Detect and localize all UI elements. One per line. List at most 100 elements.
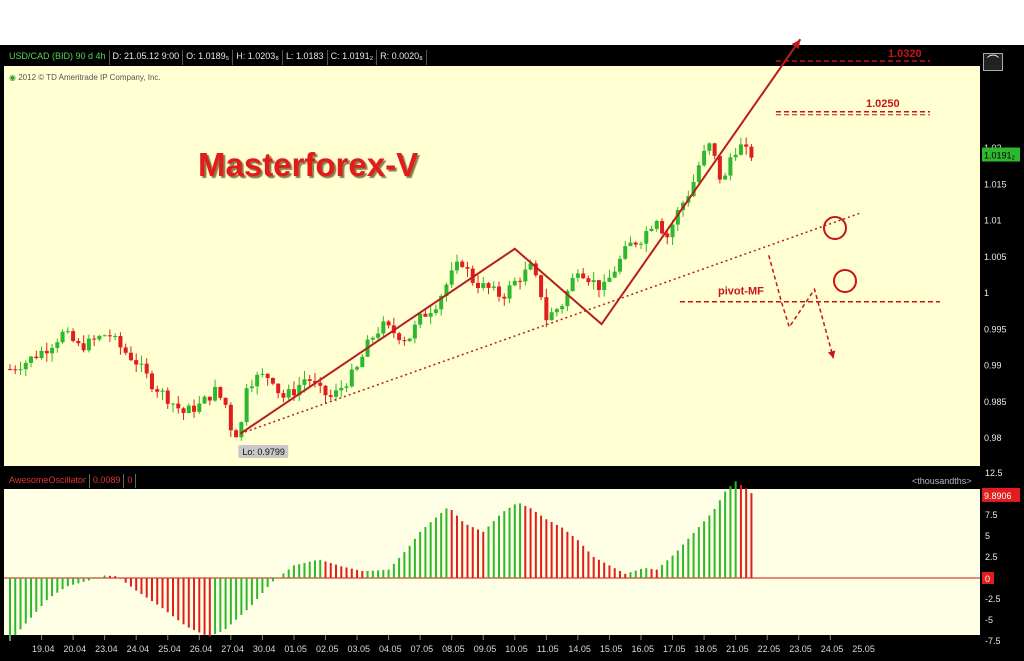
candle-body — [307, 379, 312, 381]
candle-body — [312, 380, 317, 383]
last-price-label: 1.0191₂ — [984, 151, 1016, 161]
candle-body — [260, 373, 265, 375]
candle-body — [381, 321, 386, 334]
candle-body — [654, 221, 659, 229]
candle-body — [523, 269, 528, 282]
candle-body — [249, 386, 254, 389]
candle-body — [360, 356, 365, 368]
candle-body — [334, 390, 339, 397]
candle-body — [34, 356, 39, 359]
candle-body — [149, 373, 154, 390]
candle-body — [675, 210, 680, 225]
x-tick-label: 02.05 — [316, 644, 339, 654]
candle-body — [386, 321, 391, 326]
candle-body — [428, 313, 433, 317]
candle-body — [376, 333, 381, 338]
forecast-arrowhead — [827, 350, 836, 359]
osc-tick-label: -5 — [985, 615, 993, 625]
osc-tick-label: 7.5 — [985, 510, 998, 520]
candle-body — [481, 283, 486, 289]
candle-body — [60, 331, 65, 343]
candle-body — [339, 387, 344, 391]
candle-body — [318, 382, 323, 386]
candle-body — [554, 309, 559, 313]
x-tick-label: 25.04 — [158, 644, 181, 654]
candle-body — [749, 146, 754, 158]
candle-body — [412, 324, 417, 339]
price-tick-label: 0.995 — [984, 324, 1007, 334]
x-tick-label: 04.05 — [379, 644, 402, 654]
oscillator-value: 0.0089 — [90, 474, 125, 488]
osc-last-value: 9.8906 — [984, 491, 1012, 501]
candle-body — [197, 403, 202, 412]
candle-body — [728, 157, 733, 176]
candle-body — [444, 284, 449, 297]
x-tick-label: 30.04 — [253, 644, 276, 654]
x-tick-label: 08.05 — [442, 644, 465, 654]
price-tick-label: 0.985 — [984, 397, 1007, 407]
osc-tick-label: -2.5 — [985, 594, 1001, 604]
osc-tick-label: 5 — [985, 531, 990, 541]
candle-body — [297, 384, 302, 396]
candle-body — [39, 350, 44, 359]
candle-body — [475, 282, 480, 289]
candle-body — [165, 390, 170, 404]
candle-body — [449, 270, 454, 285]
candle-body — [717, 155, 722, 180]
chart-header: USD/CAD (BID) 90 d 4h D: 21.05.12 9:00 O… — [6, 50, 427, 65]
bar-range: R: 0.0020₈ — [377, 50, 427, 65]
candle-body — [502, 296, 507, 299]
candle-body — [328, 395, 333, 397]
target-label-2: 1.0250 — [866, 98, 900, 110]
candle-body — [255, 374, 260, 387]
candle-body — [44, 350, 49, 354]
bar-high: H: 1.0203₈ — [233, 50, 284, 65]
x-tick-label: 24.05 — [821, 644, 844, 654]
candle-body — [549, 312, 554, 321]
drawing-tool-icon[interactable]: ⌒ — [983, 53, 1003, 71]
candle-body — [454, 261, 459, 271]
candle-body — [575, 273, 580, 278]
x-tick-label: 17.05 — [663, 644, 686, 654]
candle-body — [696, 165, 701, 182]
candle-body — [192, 405, 197, 412]
price-panel[interactable] — [4, 66, 980, 466]
oscillator-units-label: <thousandths> — [912, 476, 972, 486]
candle-body — [155, 389, 160, 392]
candle-body — [518, 280, 523, 282]
candle-body — [602, 281, 607, 291]
candle-body — [239, 422, 244, 438]
candle-body — [370, 337, 375, 340]
candle-body — [223, 397, 228, 405]
candle-body — [228, 404, 233, 431]
oscillator-header: AwesomeOscillator 0.0089 0 — [6, 474, 137, 488]
candle-body — [265, 373, 270, 379]
candle-body — [418, 313, 423, 325]
candle-body — [50, 347, 55, 354]
candle-body — [139, 363, 144, 365]
candle-body — [491, 286, 496, 288]
candle-body — [733, 154, 738, 158]
symbol-label[interactable]: USD/CAD (BID) 90 d 4h — [6, 50, 110, 65]
oscillator-name[interactable]: AwesomeOscillator — [6, 474, 90, 488]
candle-body — [738, 144, 743, 155]
oscillator-panel[interactable] — [4, 489, 980, 635]
candle-body — [76, 341, 81, 344]
x-tick-label: 03.05 — [348, 644, 371, 654]
osc-last-badge — [982, 487, 1020, 502]
candle-body — [71, 331, 76, 342]
bar-date: D: 21.05.12 9:00 — [110, 50, 184, 65]
price-tick-label: 1 — [984, 288, 989, 298]
candle-body — [176, 403, 181, 409]
candle-body — [644, 230, 649, 244]
candle-body — [707, 143, 712, 151]
candle-body — [302, 379, 307, 385]
candle-body — [207, 396, 212, 401]
candle-body — [29, 356, 34, 363]
candle-body — [344, 386, 349, 388]
candle-body — [570, 277, 575, 291]
candle-body — [171, 403, 176, 405]
candle-body — [691, 181, 696, 197]
candle-body — [670, 224, 675, 238]
